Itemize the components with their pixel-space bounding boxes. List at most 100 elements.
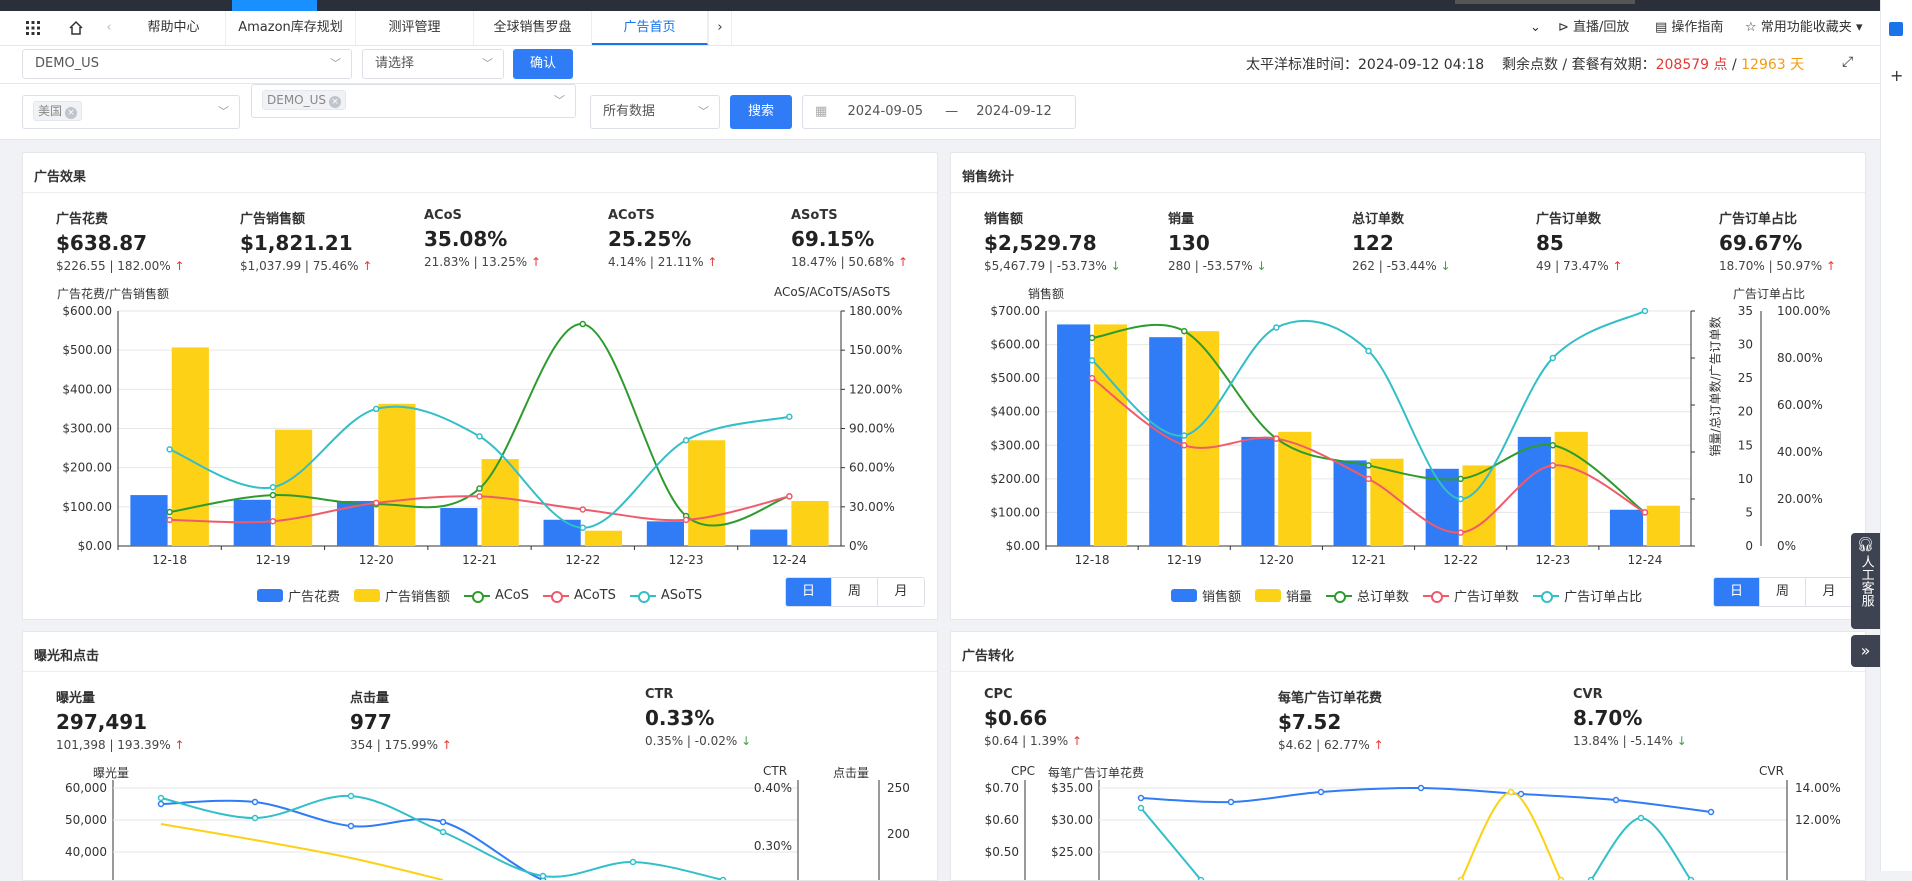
- y-tick-label: $30.00: [1051, 813, 1093, 827]
- y-tick-label: $25.00: [1051, 845, 1093, 859]
- confirm-button[interactable]: 确认: [513, 49, 573, 79]
- data-point: [1137, 804, 1145, 812]
- metric-compare: 262 | -53.44% ↓: [1352, 259, 1451, 273]
- legend-item[interactable]: 广告花费: [257, 586, 340, 605]
- search-button[interactable]: 搜索: [730, 95, 792, 129]
- chevron-down-icon: ﹀: [698, 105, 709, 118]
- data-point: [1180, 442, 1188, 449]
- option-select[interactable]: 请选择 ﹀: [362, 49, 504, 79]
- country-select[interactable]: 美国 × ﹀: [22, 95, 240, 129]
- metric-label: 总订单数: [1352, 212, 1405, 227]
- period-day[interactable]: 日: [786, 578, 832, 606]
- legend-item[interactable]: ACoS: [464, 588, 529, 603]
- x-tick-label: 12-24: [772, 553, 807, 567]
- legend-label: 销售额: [1202, 590, 1242, 605]
- bar-secondary: [1186, 331, 1220, 546]
- trend-up-icon: ↑: [1612, 259, 1623, 273]
- legend-item[interactable]: ASoTS: [629, 588, 702, 603]
- divider: [951, 671, 1865, 672]
- data-point: [269, 517, 277, 525]
- period-month[interactable]: 月: [1822, 584, 1836, 599]
- y-tick-label: $400.00: [990, 405, 1040, 419]
- legend-item[interactable]: 销量: [1255, 586, 1312, 605]
- metric-label: CTR: [645, 687, 674, 702]
- favorites-menu[interactable]: ☆ 常用功能收藏夹 ▾: [1745, 20, 1863, 35]
- trend-up-icon: ↑: [898, 255, 909, 269]
- y2-tick-label: 180.00%: [849, 304, 902, 318]
- days-value: 12963 天: [1741, 57, 1805, 73]
- data-point: [1549, 354, 1557, 362]
- tab-help-center[interactable]: 帮助中心: [122, 11, 226, 45]
- left-axis-title: 广告花费/广告销售额: [57, 287, 170, 301]
- home-icon[interactable]: [62, 11, 90, 45]
- filter-bar: 美国 × ﹀ DEMO_US × ﹀ 所有数据 ﹀ 搜索 ▦ 2024-09-05 — 2…: [0, 84, 1880, 140]
- plus-icon[interactable]: +: [1890, 66, 1904, 85]
- chip-close-icon[interactable]: ×: [65, 107, 78, 119]
- tab-review-management[interactable]: 测评管理: [356, 11, 474, 45]
- data-point: [166, 516, 173, 524]
- bar-primary: [1517, 436, 1551, 546]
- metric-compare: 280 | -53.57% ↓: [1168, 259, 1267, 273]
- metric-compare: 18.47% | 50.68% ↑: [791, 255, 908, 269]
- metric-compare-text: 280 | -53.57%: [1168, 259, 1253, 273]
- panel-title: 广告转化: [962, 649, 1015, 664]
- tab-scroll-right-icon[interactable]: ›: [708, 11, 732, 45]
- legend-item[interactable]: 广告订单数: [1423, 586, 1519, 605]
- right-tick-label: 200: [887, 827, 910, 841]
- active-app-indicator[interactable]: [232, 0, 317, 11]
- tab-scroll-left-icon[interactable]: ‹: [106, 20, 112, 35]
- tab-dropdown-icon[interactable]: ⌄: [1530, 20, 1541, 35]
- data-point: [1641, 509, 1649, 516]
- y2-tick-label: 0%: [1777, 539, 1796, 553]
- data-point: [1587, 876, 1595, 880]
- period-day[interactable]: 日: [1714, 578, 1760, 606]
- date-to[interactable]: 2024-09-12: [976, 104, 1052, 119]
- store-filter-select[interactable]: DEMO_US × ﹀: [251, 84, 576, 118]
- legend-item[interactable]: 广告销售额: [354, 586, 450, 605]
- data-point: [1457, 529, 1464, 536]
- mid-tick-label: 35: [1738, 304, 1753, 318]
- period-week[interactable]: 周: [832, 578, 878, 606]
- customer-service-button[interactable]: 🎧︎ 人工客服: [1851, 533, 1880, 629]
- guide-link[interactable]: ▤ 操作指南: [1655, 20, 1724, 35]
- live-replay-link[interactable]: ⊳ 直播/回放: [1558, 20, 1630, 35]
- right-axis-title-2: 点击量: [833, 766, 870, 780]
- date-range-picker[interactable]: ▦ 2024-09-05 — 2024-09-12: [802, 95, 1076, 129]
- data-point: [166, 446, 173, 453]
- legend-swatch: [1171, 589, 1197, 602]
- chip-close-icon[interactable]: ×: [329, 96, 342, 108]
- data-point: [1549, 462, 1557, 469]
- legend-swatch: [629, 589, 656, 603]
- data-point: [1365, 347, 1372, 355]
- date-from[interactable]: 2024-09-05: [847, 104, 923, 119]
- tab-inventory-planning[interactable]: Amazon库存规划: [226, 11, 356, 45]
- period-week[interactable]: 周: [1760, 578, 1806, 606]
- legend-item[interactable]: 广告订单占比: [1533, 586, 1642, 605]
- data-point: [476, 493, 483, 500]
- y2-tick-label: 30.00%: [849, 500, 895, 514]
- bar-primary: [543, 519, 581, 546]
- period-month[interactable]: 月: [894, 584, 908, 599]
- legend-item[interactable]: ACoTS: [542, 588, 616, 603]
- collapse-double-chevron-icon[interactable]: »: [1851, 635, 1880, 667]
- data-point: [1457, 495, 1464, 503]
- fullscreen-icon[interactable]: ⤢: [1842, 54, 1854, 70]
- ad-conversion-panel: 广告转化 CPC $0.66 $0.64 | 1.39% ↑ 每笔广告订单花费 $7.5…: [950, 631, 1866, 881]
- metric-compare-text: $1,037.99 | 75.46%: [240, 259, 359, 273]
- tab-global-sales-compass[interactable]: 全球销售罗盘: [474, 11, 592, 45]
- metric-card: 曝光量 297,491 101,398 | 193.39% ↑: [56, 687, 185, 752]
- data-point: [347, 822, 355, 830]
- metric-card: 总订单数 122 262 | -53.44% ↓: [1352, 208, 1451, 273]
- metric-compare: $4.62 | 62.77% ↑: [1278, 738, 1384, 752]
- apps-grid-icon[interactable]: [18, 11, 48, 45]
- data-scope-select[interactable]: 所有数据 ﹀: [590, 95, 720, 129]
- bar-secondary: [1554, 431, 1588, 546]
- metric-value: $0.66: [984, 706, 1048, 730]
- outlook-icon[interactable]: [1889, 22, 1903, 36]
- legend-item[interactable]: 总订单数: [1326, 586, 1409, 605]
- chevron-down-icon: ﹀: [482, 57, 493, 70]
- trend-up-icon: ↑: [174, 738, 185, 752]
- store-select[interactable]: DEMO_US ﹀: [22, 49, 352, 79]
- legend-item[interactable]: 销售额: [1171, 586, 1241, 605]
- tab-ad-home[interactable]: 广告首页: [592, 11, 708, 45]
